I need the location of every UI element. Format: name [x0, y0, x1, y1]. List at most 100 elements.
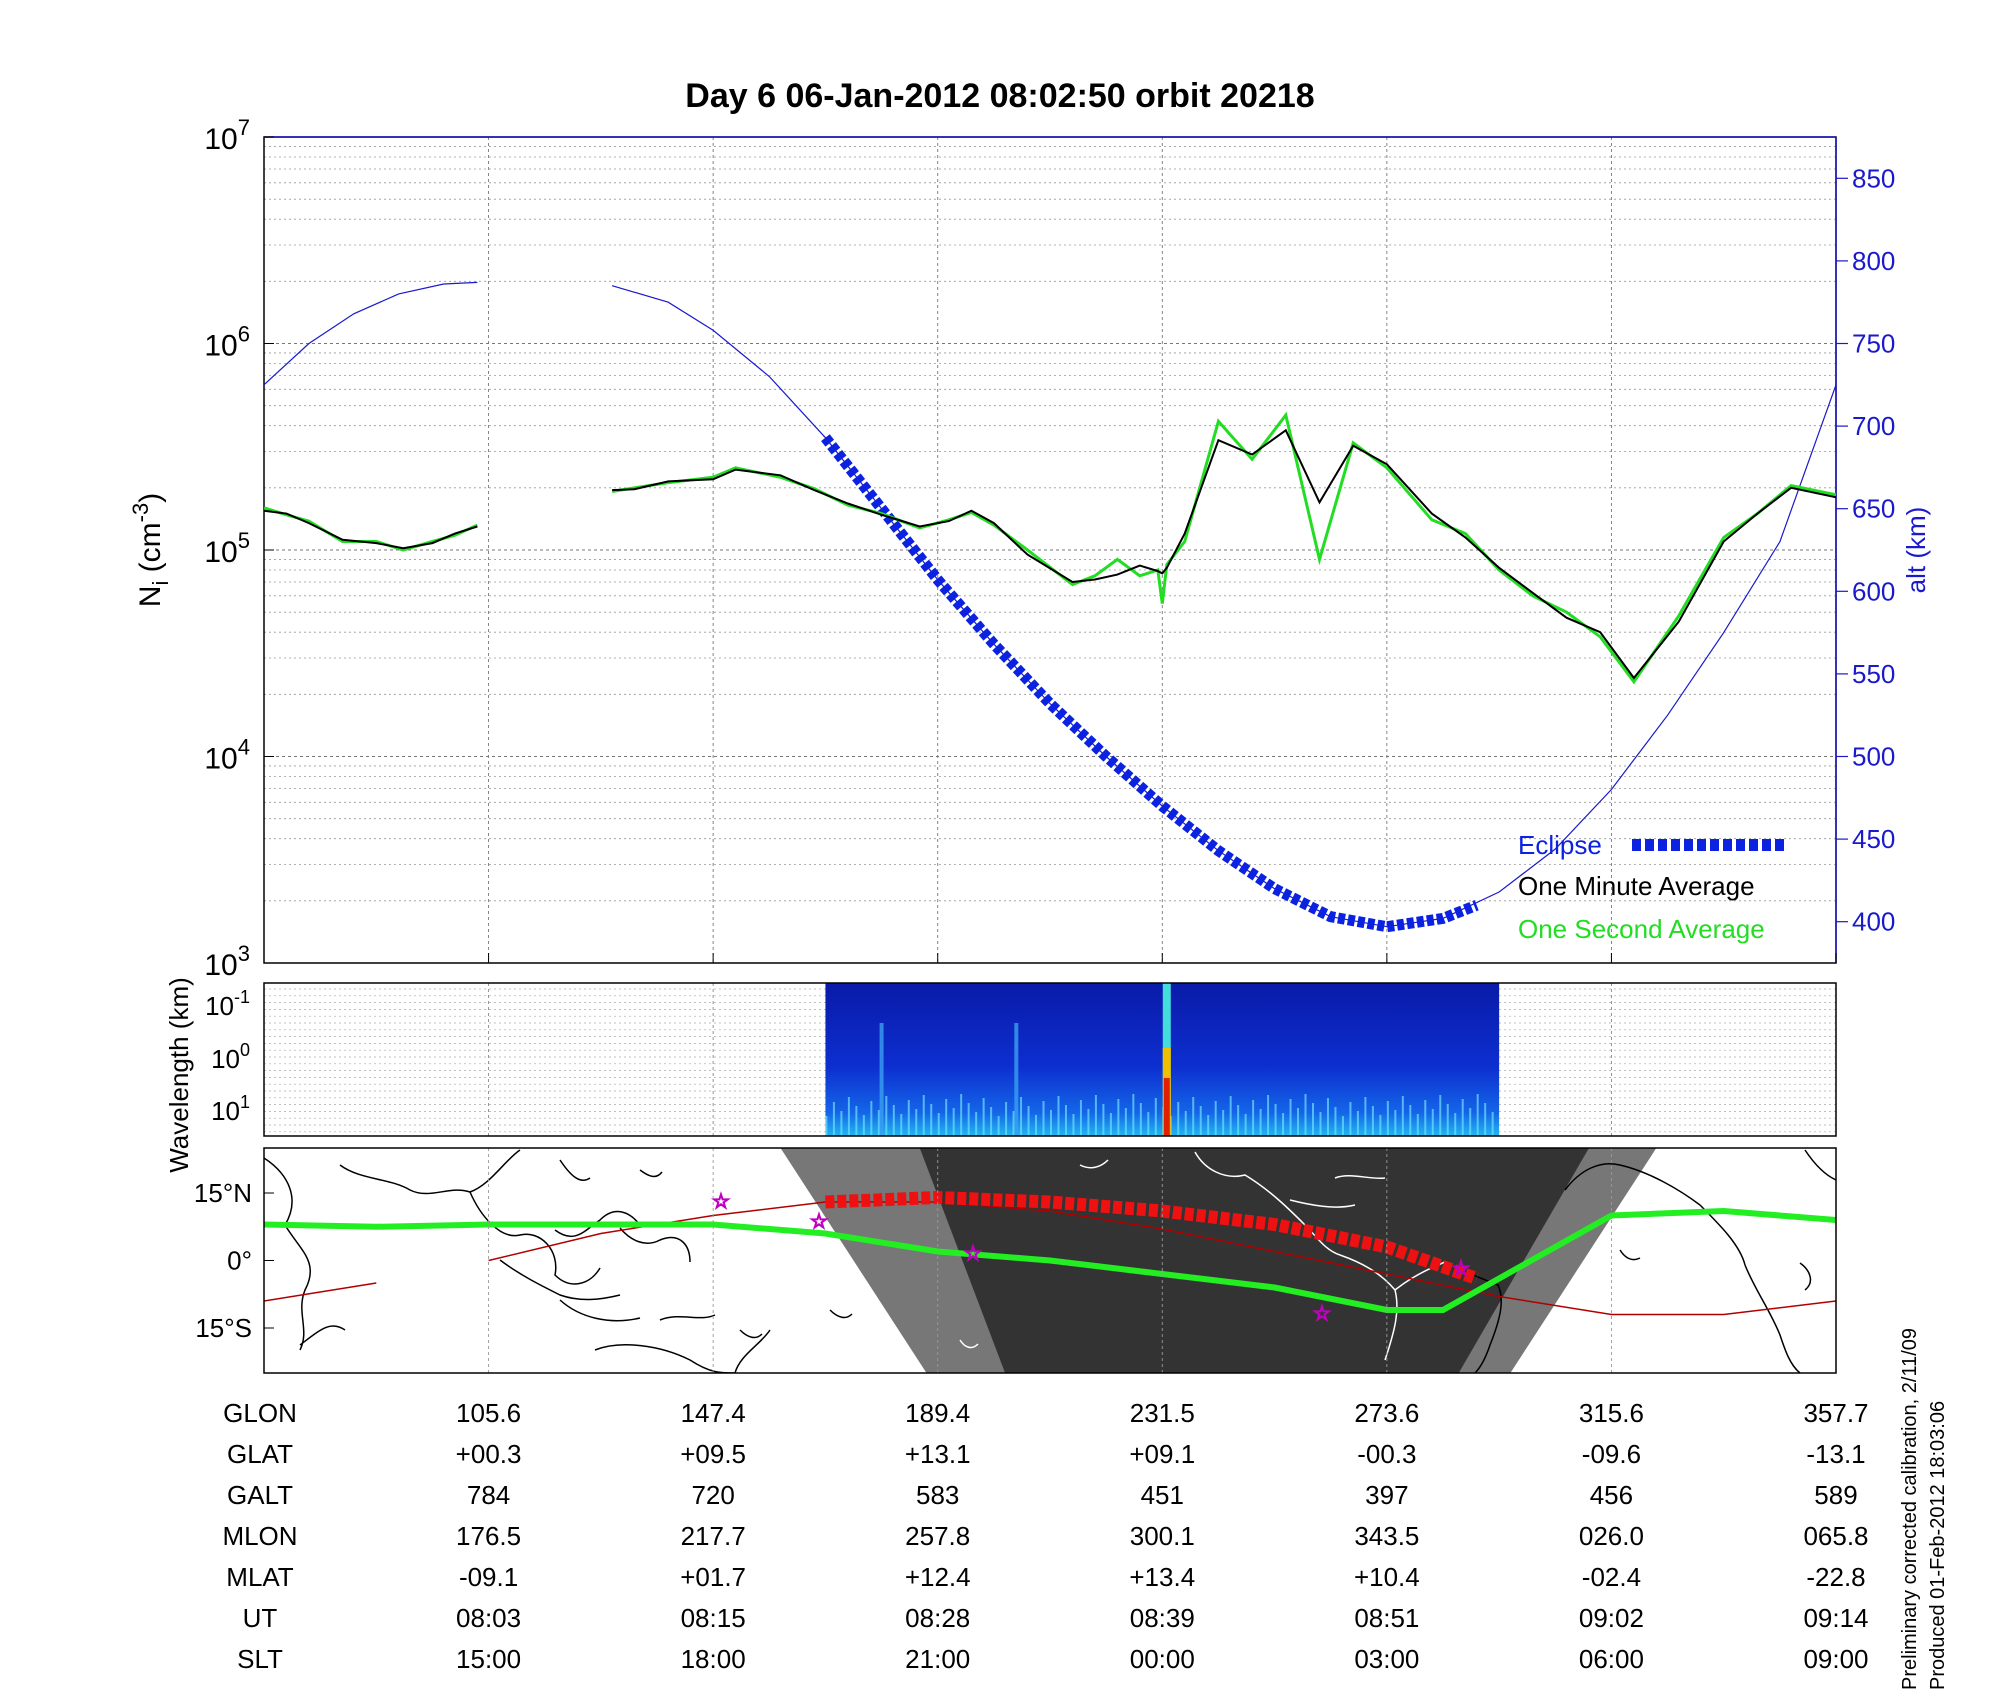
table-cell: 026.0: [1579, 1521, 1644, 1551]
spectrogram-stripe: [1087, 1109, 1090, 1136]
density-y-label: Ni (cm-3): [128, 493, 173, 607]
table-cell: 784: [467, 1480, 510, 1510]
table-cell: +09.1: [1129, 1439, 1195, 1469]
spectrogram-minor-spike: [1014, 1023, 1019, 1136]
spectrogram-stripe: [1401, 1096, 1404, 1136]
spectrogram-stripe: [1394, 1110, 1397, 1136]
spectrogram-stripe: [1057, 1096, 1060, 1136]
spectrogram-stripe: [862, 1115, 865, 1136]
satellite-track-line: [264, 1207, 1836, 1313]
spectrogram-stripe: [1252, 1100, 1255, 1136]
table-cell: 720: [691, 1480, 734, 1510]
legend-one-minute-label: One Minute Average: [1518, 871, 1755, 901]
spectrogram-tick-label: 10-1: [205, 987, 250, 1021]
altitude-tick-label: 500: [1852, 742, 1895, 772]
table-cell: 08:51: [1354, 1603, 1419, 1633]
map-panel: ☆ ☆ ☆ ☆ ☆ 15°N 0° 15°S: [194, 1147, 1837, 1374]
spectrogram-stripe: [1469, 1108, 1472, 1136]
spectrogram-stripe: [1102, 1104, 1105, 1136]
spectrogram-stripe: [937, 1113, 940, 1136]
map-y-ticks: 15°N 0° 15°S: [194, 1178, 274, 1343]
spectrogram-stripe: [892, 1105, 895, 1136]
density-panel: 103 104 105 106 107 400 450 500 550 600 650 700 750…: [128, 115, 1931, 982]
spectrogram-stripe: [1132, 1094, 1135, 1136]
spectrogram-spike-peak: [1163, 1078, 1170, 1136]
spectrogram-stripe: [1461, 1099, 1464, 1136]
table-row-label: MLAT: [226, 1562, 294, 1592]
coastlines-americas: [959, 1151, 1446, 1361]
spectrogram-stripe: [1192, 1097, 1195, 1136]
altitude-tick-label: 850: [1852, 163, 1895, 193]
map-night-band: [919, 1148, 1589, 1373]
marker-star-2: ☆: [810, 1211, 828, 1233]
spectrogram-stripe: [855, 1106, 858, 1136]
map-tick-label: 15°S: [195, 1313, 252, 1343]
spectrogram-stripe: [907, 1100, 910, 1136]
table-cell: +01.7: [680, 1562, 746, 1592]
table-cell: +10.4: [1354, 1562, 1420, 1592]
table-cell: 15:00: [456, 1644, 521, 1674]
table-cell: 065.8: [1803, 1521, 1868, 1551]
spectrogram-axes-box: [263, 982, 1837, 1137]
spectrogram-stripes: [825, 983, 1494, 1136]
map-tick-label: 0°: [227, 1246, 252, 1276]
table-cell: 18:00: [681, 1644, 746, 1674]
table-row-label: GLON: [223, 1398, 297, 1428]
spectrogram-stripe: [1289, 1099, 1292, 1136]
spectrogram-stripe: [1371, 1106, 1374, 1136]
spectrogram-stripe: [1326, 1098, 1329, 1136]
table-cell: 583: [916, 1480, 959, 1510]
spectrogram-stripe: [1476, 1094, 1479, 1136]
altitude-tick-label: 800: [1852, 246, 1895, 276]
table-cell: -22.8: [1806, 1562, 1865, 1592]
footnote-produced: Produced 01-Feb-2012 18:03:06: [1927, 1401, 1949, 1690]
spectrogram-stripe: [1064, 1105, 1067, 1136]
spectrogram-stripe: [1012, 1111, 1015, 1136]
density-grid: [264, 137, 1837, 963]
spectrogram-stripe: [1177, 1102, 1180, 1136]
eclipse-line: [821, 434, 1479, 933]
density-tick-label: 106: [204, 322, 250, 363]
table-cell: -02.4: [1582, 1562, 1641, 1592]
altitude-tick-label: 400: [1852, 907, 1895, 937]
one-minute-average-line: [264, 428, 1836, 680]
spectrogram-stripe: [832, 1102, 835, 1136]
spectrogram-stripe: [1020, 1097, 1023, 1136]
spectrogram-stripe: [945, 1099, 948, 1136]
altitude-tick-label: 750: [1852, 329, 1895, 359]
table-cell: 217.7: [681, 1521, 746, 1551]
spectrogram-stripe: [1035, 1115, 1038, 1136]
spectrogram-stripe: [1207, 1115, 1210, 1136]
markers: ☆ ☆ ☆ ☆ ☆: [711, 1190, 1470, 1326]
spectrogram-stripe: [1147, 1112, 1150, 1136]
spectrogram-stripe: [1214, 1101, 1217, 1136]
ephemeris-table: GLON 105.6 147.4 189.4 231.5 273.6 315.6 357.7 0…: [222, 1398, 1868, 1674]
spectrogram-stripe: [952, 1108, 955, 1136]
table-cell: 03:00: [1354, 1644, 1419, 1674]
spectrogram-stripe: [997, 1116, 1000, 1136]
spectrogram-stripe: [990, 1107, 993, 1136]
table-cell: 147.4: [681, 1398, 746, 1428]
density-tick-label: 107: [204, 115, 250, 156]
table-row-label: GALT: [227, 1480, 293, 1510]
chart-title: Day 6 06-Jan-2012 08:02:50 orbit 20218: [685, 77, 1314, 115]
spectrogram-stripe: [900, 1114, 903, 1136]
spectrogram-stripe: [922, 1095, 925, 1136]
spectrogram-stripe: [1409, 1105, 1412, 1136]
spectrogram-image: [825, 983, 1500, 1136]
spectrogram-stripe: [1282, 1113, 1285, 1136]
table-cell: 08:39: [1130, 1603, 1195, 1633]
table-cell: +13.1: [905, 1439, 971, 1469]
footnote-calibration: Preliminary corrected calibration, 2/11/…: [1899, 1328, 1921, 1690]
altitude-tick-label: 700: [1852, 411, 1895, 441]
spectrogram-stripe: [967, 1103, 970, 1136]
altitude-tick-label: 450: [1852, 824, 1895, 854]
density-tick-label: 103: [204, 941, 250, 982]
table-cell: +00.3: [456, 1439, 522, 1469]
spectrogram-stripe: [1349, 1102, 1352, 1136]
one-second-average-line: [264, 411, 1836, 685]
table-cell: 343.5: [1354, 1521, 1419, 1551]
table-row-label: MLON: [222, 1521, 297, 1551]
table-cell: 09:00: [1803, 1644, 1868, 1674]
spectrogram-stripe: [1356, 1111, 1359, 1136]
